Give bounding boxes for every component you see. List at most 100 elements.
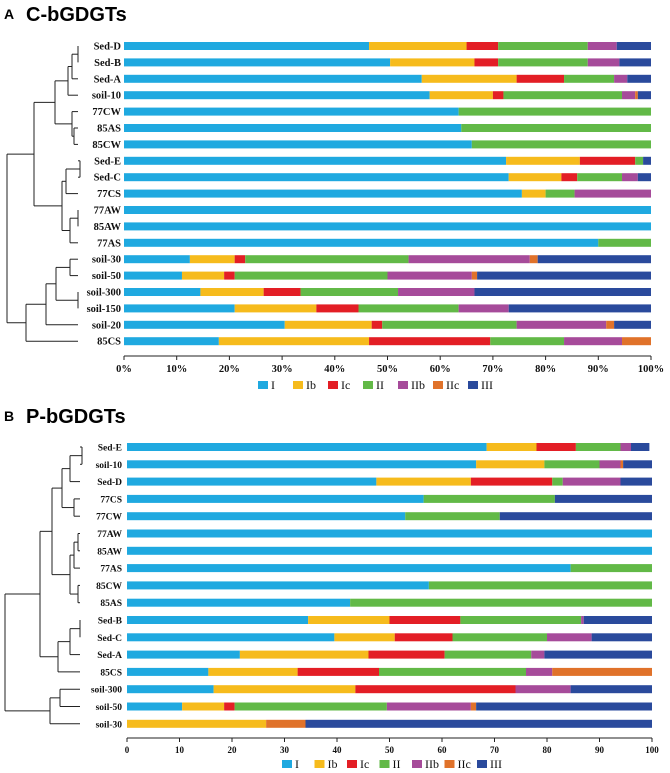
a-bar-soil-50-Ic xyxy=(224,271,235,280)
b-x-tick-label: 30 xyxy=(280,745,290,755)
a-legend-label-II: II xyxy=(376,378,384,392)
a-row-label: 77CS xyxy=(97,189,121,200)
b-legend-swatch-IIc xyxy=(444,760,455,768)
a-row-label: 77AW xyxy=(94,206,122,217)
a-legend-swatch-Ib xyxy=(293,381,303,389)
a-bar-soil-10-I xyxy=(124,91,430,100)
a-bar-soil-50-IIc xyxy=(471,271,478,280)
a-bar-soil-150-Ib xyxy=(234,304,317,313)
a-bar-soil-20-I xyxy=(124,320,285,329)
b-legend-swatch-III xyxy=(477,760,487,768)
b-x-tick-label: 70 xyxy=(490,745,500,755)
b-bar-soil-50-I xyxy=(127,702,183,711)
a-bar-85CS-Ic xyxy=(369,337,491,346)
a-bar-soil-50-Ib xyxy=(181,271,225,280)
a-bar-Sed-C-IIb xyxy=(622,173,638,182)
b-bar-Sed-A-Ic xyxy=(368,650,445,659)
a-bar-77AS-I xyxy=(124,238,599,247)
a-row-label: Sed-E xyxy=(94,156,121,167)
a-bar-Sed-A-Ic xyxy=(516,74,565,83)
a-row-label: Sed-D xyxy=(94,42,122,53)
b-row-label: 77CS xyxy=(100,495,122,505)
a-bar-soil-50-IIb xyxy=(387,271,472,280)
a-bar-soil-30-II xyxy=(245,255,409,264)
a-bar-Sed-E-III xyxy=(643,156,651,165)
b-bar-Sed-D-Ib xyxy=(376,477,471,486)
b-bar-85CS-Ic xyxy=(297,667,379,676)
b-row-label: 85AS xyxy=(100,599,122,609)
a-x-tick-label: 0% xyxy=(116,364,132,375)
b-row-label: soil-10 xyxy=(96,461,123,471)
a-bar-Sed-B-I xyxy=(124,58,391,67)
b-bar-85CW-II xyxy=(428,581,652,590)
a-bar-Sed-D-III xyxy=(616,42,651,50)
b-bar-Sed-E-Ib xyxy=(486,443,537,451)
a-bar-Sed-C-Ic xyxy=(561,173,578,182)
b-bar-Sed-B-I xyxy=(127,616,309,624)
b-bar-soil-30-Ib xyxy=(127,719,267,728)
a-legend-label-IIb: IIb xyxy=(411,378,425,392)
a-bar-Sed-E-II xyxy=(635,156,644,165)
a-bar-77CS-Ib xyxy=(521,189,546,198)
a-x-tick-label: 60% xyxy=(430,364,451,375)
a-row-label: soil-10 xyxy=(92,91,121,102)
a-bar-soil-30-Ib xyxy=(189,255,235,264)
a-bar-soil-300-IIb xyxy=(398,288,475,296)
b-bar-Sed-B-Ic xyxy=(389,616,461,624)
a-bar-Sed-B-IIb xyxy=(587,58,620,67)
b-bar-77CW-II xyxy=(405,512,500,521)
b-bar-85AS-II xyxy=(350,598,652,607)
b-bar-soil-50-IIc xyxy=(470,702,477,711)
a-bar-85CW-II xyxy=(471,140,651,149)
b-row-label: soil-30 xyxy=(96,720,123,730)
b-legend-swatch-Ic xyxy=(347,760,357,768)
a-x-tick-label: 70% xyxy=(482,364,503,375)
b-bar-Sed-D-I xyxy=(127,477,377,486)
b-bar-soil-10-Ib xyxy=(476,460,545,469)
b-bar-77AW-I xyxy=(127,529,652,538)
a-bar-soil-50-III xyxy=(477,271,651,280)
a-legend-label-I: I xyxy=(271,378,275,392)
b-bar-soil-10-II xyxy=(544,460,600,469)
a-bar-85CS-IIb xyxy=(564,337,623,346)
b-legend-swatch-IIb xyxy=(412,760,422,768)
a-row-label: 85AW xyxy=(94,222,122,233)
b-bar-soil-300-III xyxy=(570,685,652,694)
b-row-label: Sed-E xyxy=(98,444,122,454)
a-bar-soil-20-IIc xyxy=(606,320,615,329)
b-row-label: soil-300 xyxy=(91,686,122,696)
b-row-label: 85CW xyxy=(96,582,122,592)
a-bar-soil-50-II xyxy=(234,271,388,280)
b-bar-Sed-D-III xyxy=(620,477,652,486)
b-bar-Sed-A-I xyxy=(127,650,240,659)
a-bar-soil-20-Ib xyxy=(284,320,372,329)
a-bar-Sed-C-Ib xyxy=(508,173,562,182)
a-bar-85CS-Ib xyxy=(218,337,370,346)
a-x-tick-label: 10% xyxy=(166,364,187,375)
a-bar-85AW-I xyxy=(124,222,651,231)
a-bar-soil-10-IIc xyxy=(635,91,638,100)
b-row-label: Sed-C xyxy=(97,634,122,644)
a-bar-soil-300-II xyxy=(300,288,399,296)
a-x-tick-label: 30% xyxy=(272,364,293,375)
a-bar-77CS-II xyxy=(545,189,575,198)
panel-a-chart: 0% 10% 20% 30% 40% 50% 60% 70% 80% 90% 100% Sed-D Se… xyxy=(6,42,664,392)
b-row-label: 77CW xyxy=(96,513,122,523)
a-legend-label-Ib: Ib xyxy=(306,378,316,392)
a-bar-soil-30-IIb xyxy=(408,255,530,264)
b-row-label: Sed-D xyxy=(97,478,122,488)
b-bar-Sed-E-IIb xyxy=(620,443,631,451)
a-bar-Sed-C-III xyxy=(637,173,651,182)
b-bar-Sed-C-IIb xyxy=(547,633,592,642)
a-legend-label-IIc: IIc xyxy=(446,378,459,392)
a-row-label: 85AS xyxy=(97,124,121,135)
a-bar-soil-20-Ic xyxy=(371,320,383,329)
b-bar-soil-50-Ib xyxy=(182,702,225,711)
b-bar-soil-300-I xyxy=(127,685,214,694)
b-bar-Sed-A-II xyxy=(444,650,532,659)
panel-b-chart: 0 10 20 30 40 50 60 70 80 90 100 Sed-E soil-10 Sed-D 7… xyxy=(4,443,659,771)
b-bar-85CS-I xyxy=(127,667,209,676)
b-row-label: 77AS xyxy=(100,565,122,575)
b-bar-77CS-I xyxy=(127,494,424,503)
